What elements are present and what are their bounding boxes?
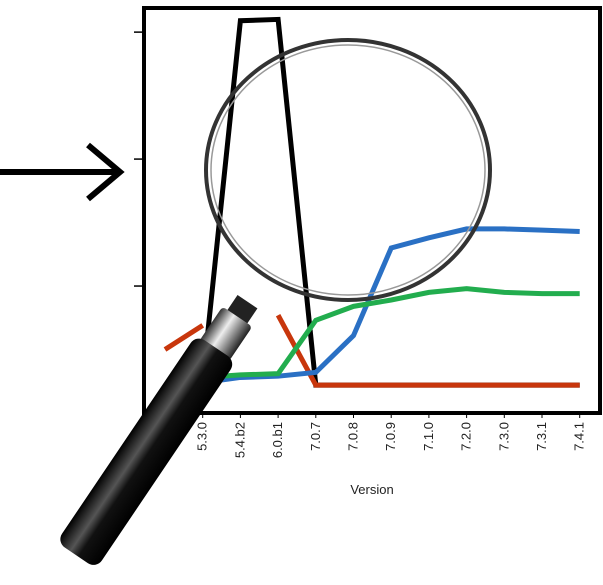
series-line (202, 286, 580, 380)
x-tick-label: 7.0.7 (308, 422, 323, 451)
x-axis-label: Version (350, 482, 393, 497)
x-tick-label: 7.0.9 (383, 422, 398, 451)
x-tick-label: 7.2.0 (459, 422, 474, 451)
x-tick-label: 7.3.0 (496, 422, 511, 451)
x-tick-label: 6.0.b1 (270, 422, 285, 458)
arrow (0, 142, 125, 202)
series-line (163, 314, 580, 388)
x-tick-label: 7.1.0 (421, 422, 436, 451)
x-tick-label: 7.0.8 (346, 422, 361, 451)
x-tick-label: 7.3.1 (534, 422, 549, 451)
plot-frame (142, 6, 602, 415)
magnifying-glass (60, 38, 492, 565)
x-tick-label: 5.3.0 (195, 422, 210, 451)
x-tick-label: 5.4.b2 (232, 422, 247, 458)
x-tick-label: 7.4.1 (572, 422, 587, 451)
series-line (202, 226, 580, 386)
plot-area (163, 16, 580, 388)
